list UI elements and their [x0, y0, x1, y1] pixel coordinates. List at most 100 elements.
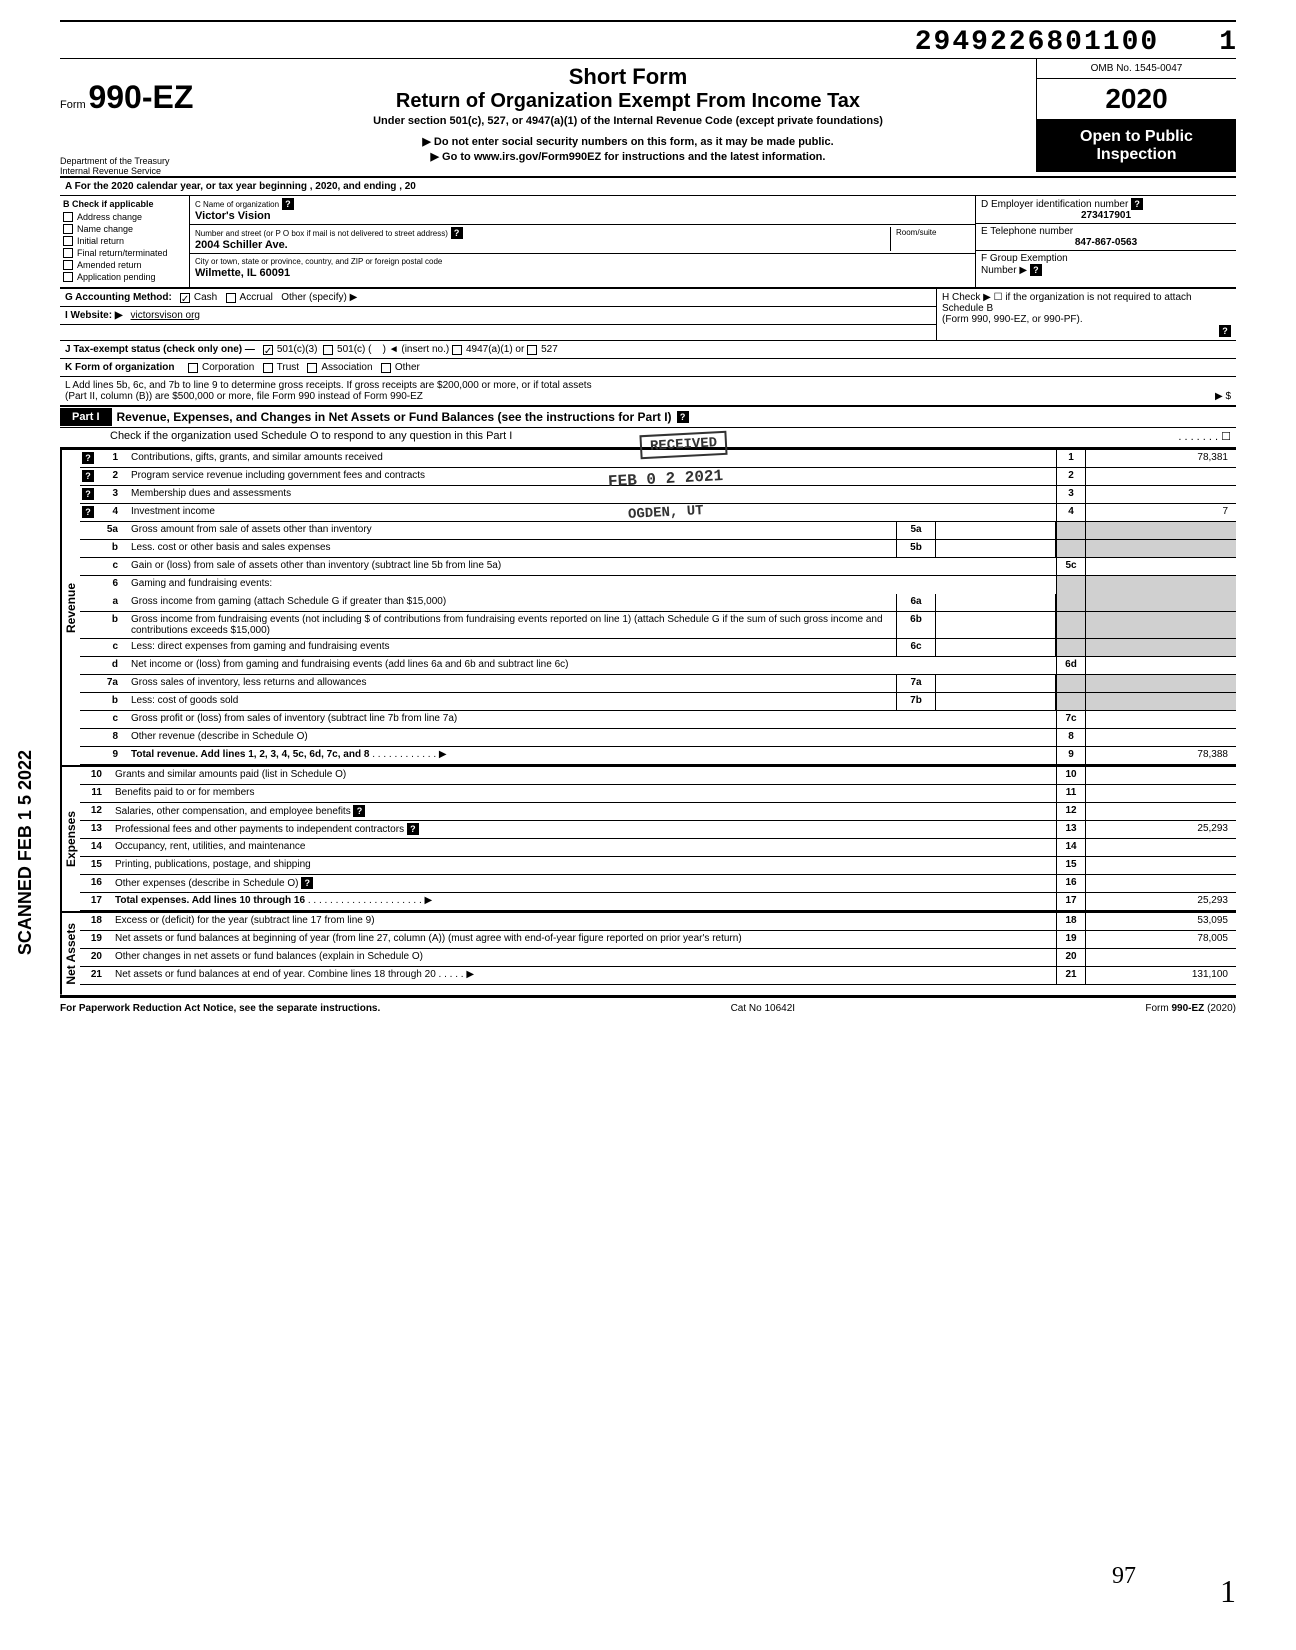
line-15-amount — [1086, 857, 1236, 874]
instruction-2: ▶ Go to www.irs.gov/Form990EZ for instru… — [230, 150, 1026, 163]
document-page: 1 — [1219, 27, 1236, 58]
cb-corporation[interactable] — [188, 363, 198, 373]
line-17-amount: 25,293 — [1086, 893, 1236, 910]
section-def: D Employer identification number ? 27341… — [976, 196, 1236, 287]
cb-initial-return[interactable]: Initial return — [63, 236, 186, 246]
form-header: Form 990-EZ Department of the Treasury I… — [60, 58, 1236, 176]
help-icon[interactable]: ? — [82, 506, 94, 518]
group-exemption-number: Number ▶ — [981, 265, 1027, 276]
cb-other[interactable] — [381, 363, 391, 373]
section-c: C Name of organization ? Victor's Vision… — [190, 196, 976, 287]
street-address: 2004 Schiller Ave. — [195, 239, 890, 251]
room-label: Room/suite — [896, 228, 936, 237]
help-icon[interactable]: ? — [677, 411, 689, 423]
ein-value: 273417901 — [981, 210, 1231, 221]
ein-label: D Employer identification number — [981, 199, 1128, 210]
document-number: 2949226801100 — [915, 27, 1199, 58]
help-icon[interactable]: ? — [282, 198, 294, 210]
subtitle: Under section 501(c), 527, or 4947(a)(1)… — [230, 115, 1026, 127]
help-icon[interactable]: ? — [1030, 264, 1042, 276]
street-label: Number and street (or P O box if mail is… — [195, 229, 448, 238]
cb-cash[interactable] — [180, 293, 190, 303]
netassets-section: Net Assets 18Excess or (deficit) for the… — [60, 911, 1236, 997]
revenue-section: Revenue ?1Contributions, gifts, grants, … — [60, 448, 1236, 765]
line-21-amount: 131,100 — [1086, 967, 1236, 984]
open-to-public: Open to Public Inspection — [1037, 120, 1236, 172]
section-b-header: B Check if applicable — [63, 199, 186, 209]
part-1-label: Part I — [60, 408, 112, 426]
line-5c-amount — [1086, 558, 1236, 575]
line-8-amount — [1086, 729, 1236, 746]
line-6d-amount — [1086, 657, 1236, 674]
city-label: City or town, state or province, country… — [195, 257, 442, 266]
line-14-amount — [1086, 839, 1236, 856]
org-name: Victor's Vision — [195, 210, 970, 222]
city-state-zip: Wilmette, IL 60091 — [195, 267, 970, 279]
expenses-section: Expenses 10Grants and similar amounts pa… — [60, 765, 1236, 911]
help-icon[interactable]: ? — [353, 805, 365, 817]
return-title: Return of Organization Exempt From Incom… — [230, 90, 1026, 113]
line-18-amount: 53,095 — [1086, 913, 1236, 930]
line-13-amount: 25,293 — [1086, 821, 1236, 838]
cb-trust[interactable] — [263, 363, 273, 373]
tax-year: 2020 — [1037, 79, 1236, 120]
footer-left: For Paperwork Reduction Act Notice, see … — [60, 1003, 380, 1014]
line-16-amount — [1086, 875, 1236, 892]
handwritten-97: 97 — [1112, 1563, 1136, 1590]
cb-4947[interactable] — [452, 345, 462, 355]
line-2-amount — [1086, 468, 1236, 485]
footer-center: Cat No 10642I — [731, 1003, 796, 1014]
row-h-1: H Check ▶ ☐ if the organization is not r… — [942, 292, 1231, 314]
cb-address-change[interactable]: Address change — [63, 212, 186, 222]
line-19-amount: 78,005 — [1086, 931, 1236, 948]
row-k: K Form of organization Corporation Trust… — [60, 359, 1236, 377]
cb-amended-return[interactable]: Amended return — [63, 260, 186, 270]
help-icon[interactable]: ? — [1131, 198, 1143, 210]
help-icon[interactable]: ? — [301, 877, 313, 889]
help-icon[interactable]: ? — [82, 470, 94, 482]
line-12-amount — [1086, 803, 1236, 820]
cb-name-change[interactable]: Name change — [63, 224, 186, 234]
phone-label: E Telephone number — [981, 226, 1073, 237]
cb-501c3[interactable] — [263, 345, 273, 355]
cb-association[interactable] — [307, 363, 317, 373]
cb-527[interactable] — [527, 345, 537, 355]
line-7c-amount — [1086, 711, 1236, 728]
cb-final-return[interactable]: Final return/terminated — [63, 248, 186, 258]
group-exemption-label: F Group Exemption — [981, 253, 1068, 264]
row-l: L Add lines 5b, 6c, and 7b to line 9 to … — [60, 377, 1236, 407]
row-j: J Tax-exempt status (check only one) — 5… — [60, 341, 1236, 359]
org-name-label: C Name of organization — [195, 200, 279, 209]
stamp-received: RECEIVED — [639, 431, 727, 460]
line-3-amount — [1086, 486, 1236, 503]
expenses-label: Expenses — [60, 767, 80, 911]
org-info-grid: B Check if applicable Address change Nam… — [60, 196, 1236, 289]
cb-501c[interactable] — [323, 345, 333, 355]
help-icon[interactable]: ? — [82, 452, 94, 464]
cb-accrual[interactable] — [226, 293, 236, 303]
handwritten-1: 1 — [1220, 1573, 1236, 1610]
help-icon[interactable]: ? — [451, 227, 463, 239]
form-number: 990-EZ — [88, 79, 193, 115]
revenue-label: Revenue — [60, 450, 80, 765]
scanned-stamp: SCANNED FEB 1 5 2022 — [15, 750, 36, 955]
line-10-amount — [1086, 767, 1236, 784]
line-4-amount: 7 — [1086, 504, 1236, 521]
row-a: A For the 2020 calendar year, or tax yea… — [60, 176, 1236, 196]
line-9-amount: 78,388 — [1086, 747, 1236, 764]
row-g: G Accounting Method: Cash Accrual Other … — [60, 289, 936, 307]
row-i: I Website: ▶ victorsvison org — [60, 307, 936, 325]
section-b: B Check if applicable Address change Nam… — [60, 196, 190, 287]
netassets-label: Net Assets — [60, 913, 80, 995]
line-1-amount: 78,381 — [1086, 450, 1236, 467]
cb-application-pending[interactable]: Application pending — [63, 272, 186, 282]
help-icon[interactable]: ? — [82, 488, 94, 500]
help-icon[interactable]: ? — [1219, 325, 1231, 337]
footer-right: Form 990-EZ (2020) — [1145, 1003, 1236, 1014]
website-value: victorsvison org — [131, 310, 200, 321]
instruction-1: ▶ Do not enter social security numbers o… — [230, 135, 1026, 148]
form-prefix: Form — [60, 99, 86, 111]
help-icon[interactable]: ? — [407, 823, 419, 835]
part-1-header: Part I Revenue, Expenses, and Changes in… — [60, 407, 1236, 428]
short-form-label: Short Form — [230, 64, 1026, 90]
